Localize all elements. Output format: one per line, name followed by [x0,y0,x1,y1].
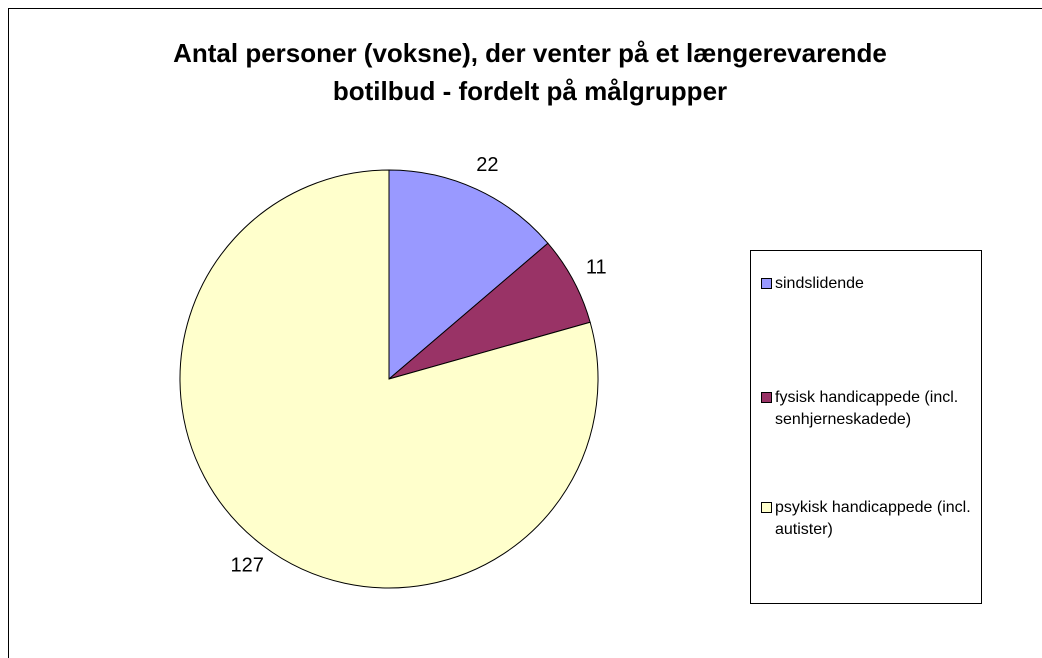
chart-title: Antal personer (voksne), der venter på e… [173,38,887,106]
pie-slice [179,169,599,589]
data-label: 11 [586,257,607,279]
pie-slice [388,169,549,381]
legend-label: sindslidende [775,275,864,292]
legend-swatch [761,392,772,403]
legend-label: fysisk handicappede (incl. senhjerneskad… [775,389,959,428]
legend-item: fysisk handicappede (incl. senhjerneskad… [761,387,976,431]
legend-item: sindslidende [761,273,976,295]
legend-swatch [761,278,772,289]
legend-item: psykisk handicappede (incl. autister) [761,497,976,541]
data-label: 22 [476,154,498,176]
data-label: 127 [230,555,263,577]
legend-label: psykisk handicappede (incl. autister) [775,499,971,538]
legend-swatch [761,502,772,513]
legend: sindslidende fysisk handicappede (incl. s… [750,250,982,604]
